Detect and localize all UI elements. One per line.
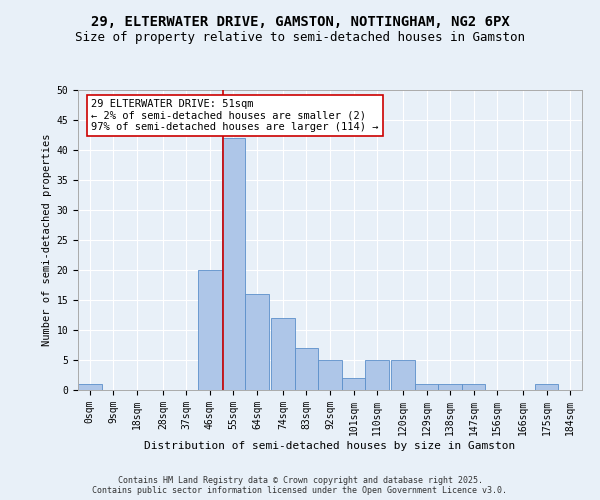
Bar	[462, 384, 485, 390]
Bar	[342, 378, 365, 390]
Text: Contains HM Land Registry data © Crown copyright and database right 2025.
Contai: Contains HM Land Registry data © Crown c…	[92, 476, 508, 495]
Bar	[415, 384, 439, 390]
Bar	[318, 360, 342, 390]
Bar	[365, 360, 389, 390]
X-axis label: Distribution of semi-detached houses by size in Gamston: Distribution of semi-detached houses by …	[145, 440, 515, 450]
Bar	[295, 348, 318, 390]
Bar	[198, 270, 221, 390]
Bar	[535, 384, 559, 390]
Y-axis label: Number of semi-detached properties: Number of semi-detached properties	[43, 134, 52, 346]
Text: Size of property relative to semi-detached houses in Gamston: Size of property relative to semi-detach…	[75, 31, 525, 44]
Bar	[245, 294, 269, 390]
Bar	[271, 318, 295, 390]
Bar	[221, 138, 245, 390]
Bar	[391, 360, 415, 390]
Bar	[78, 384, 101, 390]
Text: 29, ELTERWATER DRIVE, GAMSTON, NOTTINGHAM, NG2 6PX: 29, ELTERWATER DRIVE, GAMSTON, NOTTINGHA…	[91, 16, 509, 30]
Text: 29 ELTERWATER DRIVE: 51sqm
← 2% of semi-detached houses are smaller (2)
97% of s: 29 ELTERWATER DRIVE: 51sqm ← 2% of semi-…	[91, 99, 379, 132]
Bar	[439, 384, 462, 390]
